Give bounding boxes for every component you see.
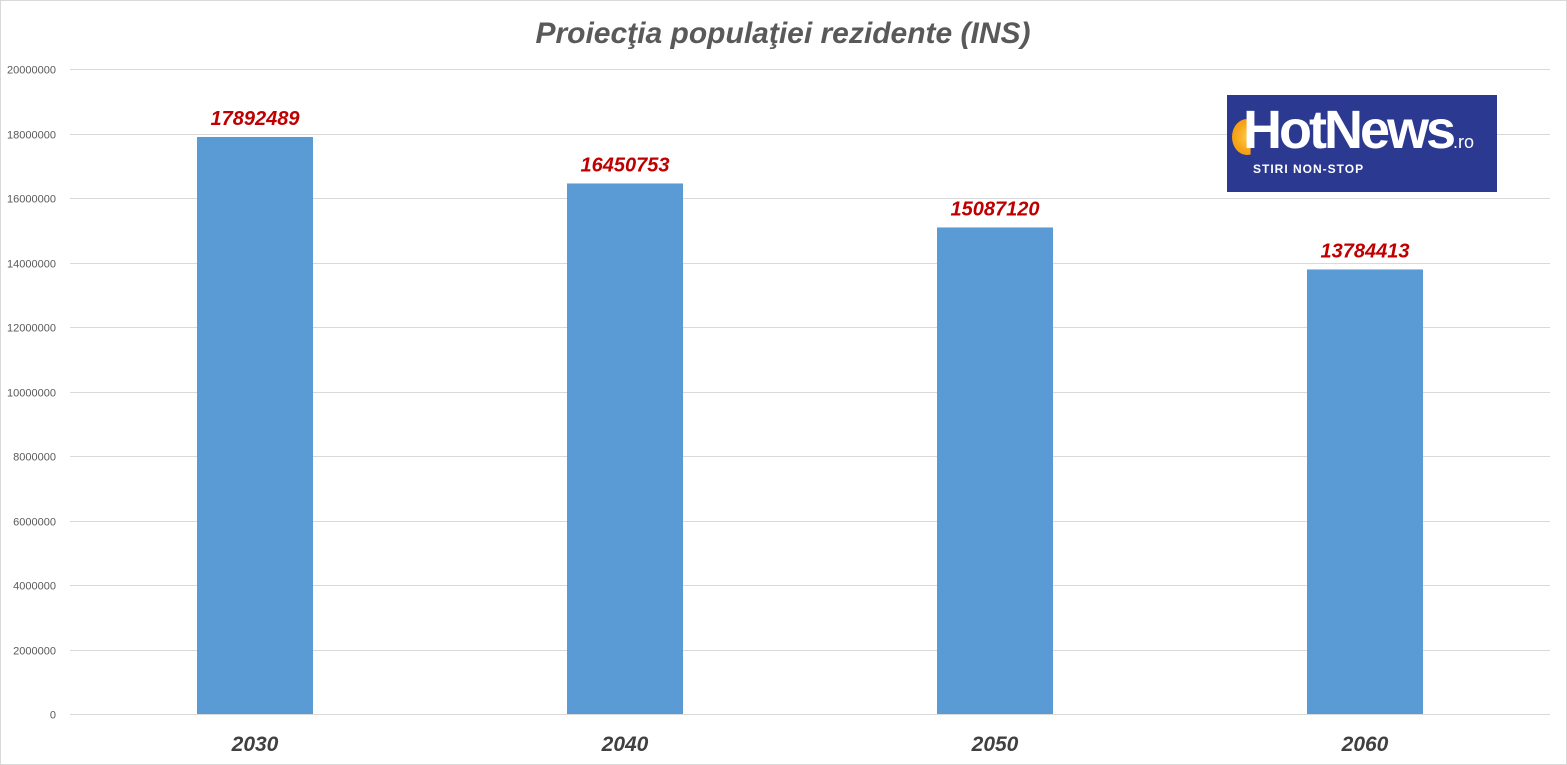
bar-2040 [567, 183, 683, 715]
y-tick-label: 16000000 [7, 194, 56, 206]
y-tick-label: 6000000 [13, 517, 56, 529]
data-label-2030: 17892489 [211, 108, 301, 130]
y-axis-tick-labels: 0 2000000 4000000 6000000 8000000 10000000 120… [7, 65, 56, 722]
x-tick-label-2030: 2030 [231, 733, 279, 756]
bars [197, 136, 1423, 715]
y-tick-label: 18000000 [7, 130, 56, 142]
y-tick-label: 12000000 [7, 323, 56, 335]
y-tick-label: 0 [50, 710, 56, 722]
hotnews-logo: HotNews.ro STIRI NON-STOP [1227, 95, 1497, 192]
x-tick-label-2040: 2040 [601, 733, 649, 756]
bar-2030 [197, 136, 313, 714]
chart-title: Proiecţia populaţiei rezidente (INS) [535, 17, 1030, 50]
logo-name: HotNews [1243, 100, 1456, 160]
y-tick-label: 2000000 [13, 646, 56, 658]
sun-icon [1232, 119, 1251, 155]
data-label-2040: 16450753 [581, 154, 670, 176]
y-tick-label: 4000000 [13, 581, 56, 593]
data-label-2050: 15087120 [951, 198, 1040, 220]
y-tick-label: 20000000 [7, 65, 56, 77]
y-tick-label: 8000000 [13, 452, 56, 464]
y-tick-label: 10000000 [7, 388, 56, 400]
bar-2050 [937, 227, 1053, 715]
logo-suffix: .ro [1453, 132, 1475, 152]
logo-wordmark: HotNews.ro [1243, 103, 1474, 157]
x-axis-category-labels: 2030 2040 2050 2060 [231, 733, 1389, 756]
y-tick-label: 14000000 [7, 259, 56, 271]
gridlines [70, 69, 1550, 715]
logo-tagline: STIRI NON-STOP [1253, 162, 1365, 176]
x-tick-label-2050: 2050 [971, 733, 1019, 756]
data-label-2060: 13784413 [1321, 240, 1410, 262]
bar-2060 [1307, 269, 1423, 714]
data-labels: 17892489 16450753 15087120 13784413 [211, 108, 1410, 262]
x-tick-label-2060: 2060 [1341, 733, 1389, 756]
